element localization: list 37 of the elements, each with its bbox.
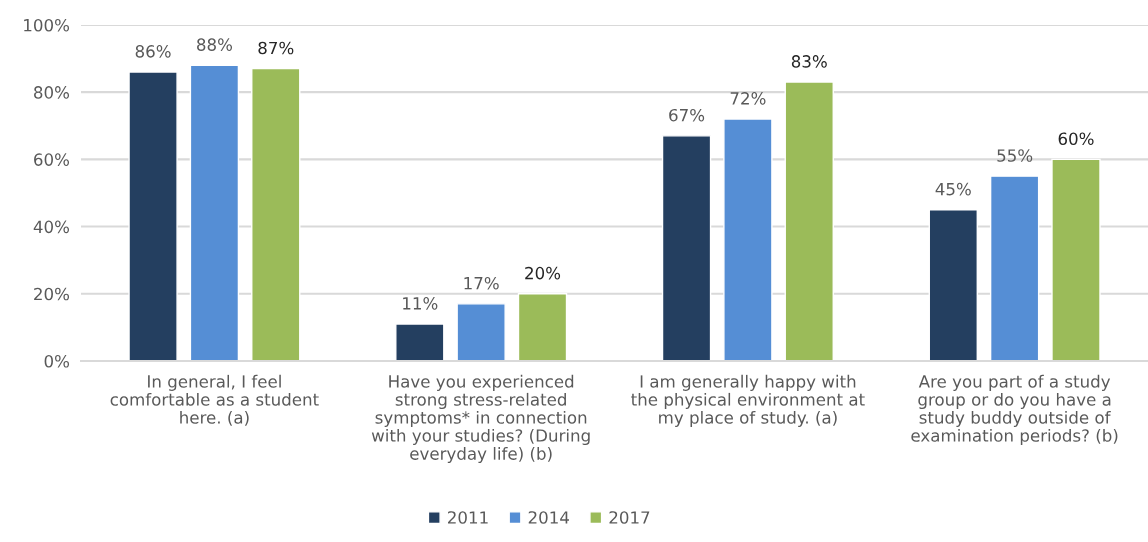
bar — [517, 293, 568, 361]
y-tick-label: 80% — [34, 86, 70, 99]
bar — [928, 209, 978, 361]
y-tick-label: 20% — [34, 287, 70, 301]
bar — [723, 118, 773, 361]
bar — [989, 175, 1040, 361]
data-label: 45% — [935, 182, 971, 196]
data-label: 55% — [997, 149, 1033, 162]
bar — [456, 303, 506, 361]
legend-label: 2014 — [528, 511, 569, 524]
bar — [128, 71, 178, 361]
data-label: 72% — [730, 92, 766, 105]
data-label: 20% — [525, 266, 561, 280]
x-tick-label: I am generally happy with the physical environment at my place of study. (a) — [631, 374, 865, 428]
data-label: 87% — [258, 41, 294, 55]
x-tick-label: Are you part of a study group or do you have a study buddy outside of examination periods? (b) — [911, 374, 1118, 446]
bar — [189, 64, 240, 361]
bar — [784, 81, 834, 361]
data-label: 60% — [1058, 132, 1094, 146]
data-label: 17% — [464, 276, 499, 290]
legend-label: 2011 — [447, 511, 488, 524]
y-tick-label: 40% — [33, 220, 70, 234]
bar — [661, 135, 712, 361]
x-tick-label: In general, I feel comfortable as a student here. (a) — [110, 374, 319, 426]
data-label: 83% — [791, 55, 827, 68]
y-tick-label: 100% — [24, 18, 70, 32]
bar — [395, 323, 445, 361]
bar — [1051, 158, 1101, 361]
legend-label: 2017 — [609, 511, 650, 524]
y-tick-label: 0% — [44, 354, 70, 368]
data-label: 11% — [403, 297, 438, 310]
x-tick-label: Have you experienced strong stress-related symptoms* in connection with your studies? (During everyday life) (b) — [371, 374, 590, 464]
data-label: 86% — [135, 45, 171, 58]
data-label: 67% — [669, 108, 705, 122]
bar — [251, 67, 301, 361]
y-tick-label: 60% — [34, 153, 70, 166]
data-label: 88% — [197, 38, 233, 51]
